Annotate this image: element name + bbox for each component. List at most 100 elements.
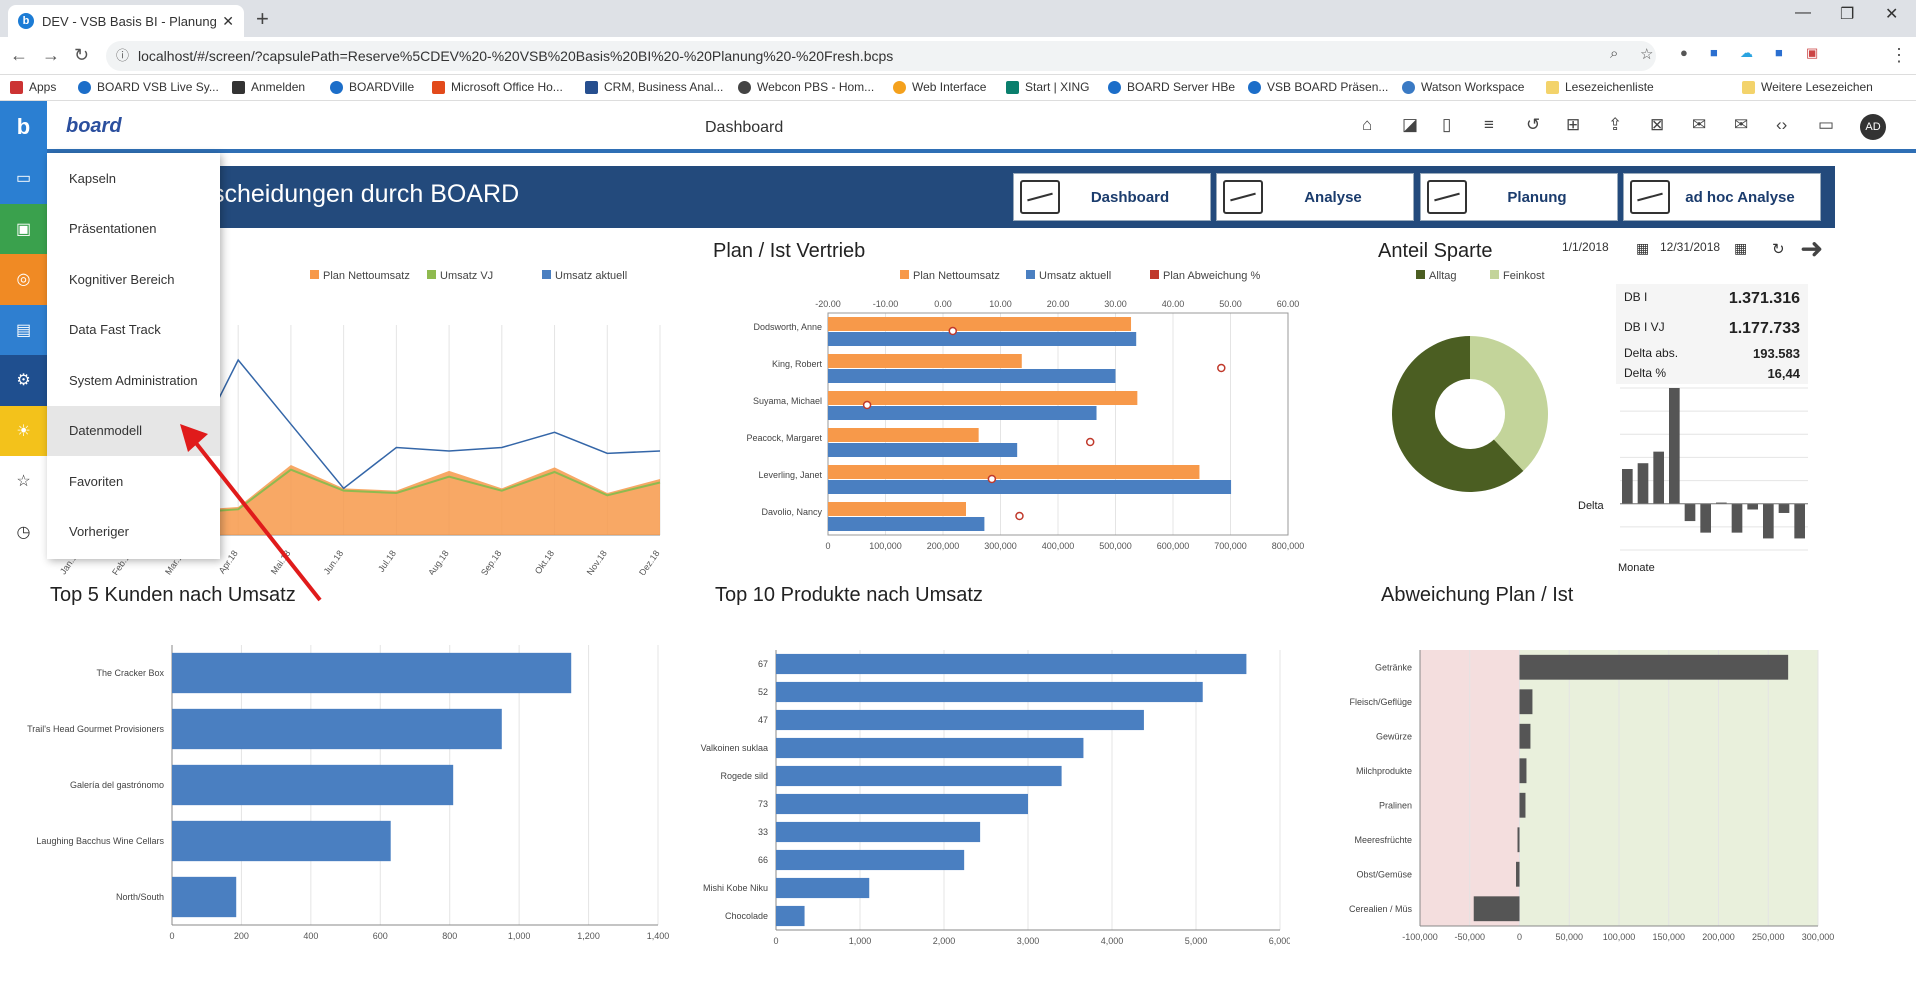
back-icon[interactable]: ← <box>10 45 28 65</box>
cloud-icon[interactable]: ☁ <box>1740 45 1753 60</box>
bookmark-item[interactable]: Web Interface <box>893 80 986 94</box>
app-logo-button[interactable]: b <box>0 101 47 153</box>
bookmark-item[interactable]: Microsoft Office Ho... <box>432 80 563 94</box>
bookmark-item[interactable]: Start | XING <box>1006 80 1089 94</box>
mail-icon[interactable]: ✉ <box>1692 115 1707 134</box>
menu-item-data-fast-track[interactable]: Data Fast Track <box>69 322 161 338</box>
share-icon[interactable]: ⇪ <box>1608 115 1623 134</box>
bar <box>776 849 965 871</box>
excel-icon[interactable]: ⊠ <box>1650 115 1665 134</box>
bookmark-item[interactable]: Anmelden <box>232 80 305 94</box>
bookmark-item[interactable]: CRM, Business Anal... <box>585 80 723 94</box>
bookmark-item[interactable]: Lesezeichenliste <box>1546 80 1654 94</box>
bar-plan <box>828 465 1200 479</box>
reload-icon[interactable]: ↻ <box>74 45 90 65</box>
y-tick-label: Getränke <box>1375 662 1412 672</box>
nav-tile-adhoc[interactable]: ad hoc Analyse <box>1623 173 1821 221</box>
panel-icon[interactable]: ▯ <box>1442 115 1452 134</box>
menu-item-system-administration[interactable]: System Administration <box>69 372 198 388</box>
nav-tile-dashboard[interactable]: Dashboard <box>1013 173 1211 221</box>
x-tick-label: 600 <box>373 931 388 941</box>
new-tab-button[interactable]: + <box>256 6 269 31</box>
sidebar-icon-6[interactable]: ☀ <box>0 405 47 456</box>
extension-icon[interactable]: ■ <box>1710 45 1718 60</box>
arrow-right-icon[interactable]: ➜ <box>1800 233 1824 264</box>
home-icon <box>232 80 245 94</box>
chart-icon[interactable]: ◪ <box>1402 115 1419 134</box>
annotation-arrow <box>180 424 322 602</box>
browser-menu-icon[interactable]: ⋮ <box>1890 45 1908 65</box>
plot-frame <box>827 312 1289 536</box>
menu-item-kognitiver-bereich[interactable]: Kognitiver Bereich <box>69 271 175 287</box>
maximize-icon[interactable]: ❐ <box>1840 6 1855 23</box>
menu-item-vorheriger[interactable]: Vorheriger <box>69 524 129 540</box>
bookmark-item[interactable]: Watson Workspace <box>1402 80 1524 94</box>
bookmark-item[interactable]: BOARD VSB Live Sy... <box>78 80 219 94</box>
x-tick-label: 800,000 <box>1272 541 1305 551</box>
kpi-row: Delta % 16,44 <box>1624 366 1800 381</box>
bar-aktuell <box>828 480 1232 494</box>
sidebar-icon-5[interactable]: ⚙ <box>0 355 47 406</box>
bar <box>776 821 981 843</box>
tick-label: Nov.18 <box>585 548 609 575</box>
bookmark-item[interactable]: Webcon PBS - Hom... <box>738 80 874 94</box>
bar <box>1473 896 1520 922</box>
sidebar-icon-3[interactable]: ◎ <box>0 254 47 305</box>
date-to[interactable]: 12/31/2018 <box>1660 240 1721 254</box>
menu-item-präsentationen[interactable]: Präsentationen <box>69 221 157 237</box>
kpi-row: Delta abs. 193.583 <box>1624 346 1800 361</box>
code-icon[interactable]: ‹› <box>1776 115 1788 134</box>
extension-icon[interactable]: ■ <box>1775 45 1783 60</box>
url-field[interactable]: ⓘ localhost/#/screen/?capsulePath=Reserv… <box>106 41 1656 71</box>
dot-abweichung <box>1085 437 1095 447</box>
zoom-icon[interactable]: ⌕ <box>1610 45 1619 62</box>
extension-icon[interactable]: ● <box>1680 45 1688 60</box>
forward-icon[interactable]: → <box>42 45 60 65</box>
globe-icon <box>738 80 751 94</box>
menu-item-favoriten[interactable]: Favoriten <box>69 473 124 489</box>
legend-swatch <box>1150 270 1159 279</box>
kpi-row: DB I VJ 1.177.733 <box>1624 320 1800 337</box>
info-icon[interactable]: ⓘ <box>116 48 130 63</box>
user-avatar[interactable]: AD <box>1860 114 1886 140</box>
bar <box>172 764 454 806</box>
delta-bar <box>1637 463 1649 504</box>
bar <box>776 877 870 899</box>
bookmark-item[interactable]: Weitere Lesezeichen <box>1742 80 1873 94</box>
star-icon[interactable]: ☆ <box>1640 46 1654 63</box>
minimize-icon[interactable]: — <box>1795 4 1811 21</box>
bookmark-apps[interactable]: Apps <box>10 80 56 94</box>
bookmark-item[interactable]: VSB BOARD Präsen... <box>1248 80 1388 94</box>
browser-tab[interactable]: b DEV - VSB Basis BI - Planung - Fr ✕ <box>8 5 244 37</box>
home-icon[interactable]: ⌂ <box>1362 115 1373 134</box>
y-tick-label: Chocolade <box>725 911 768 921</box>
close-window-icon[interactable]: ✕ <box>1885 6 1899 23</box>
page-title: Dashboard <box>705 119 784 136</box>
x-tick-label: 1,400 <box>647 931 670 941</box>
sidebar-icon-4[interactable]: ▤ <box>0 304 47 355</box>
sidebar-icon-1[interactable]: ▭ <box>0 153 47 204</box>
chat-icon[interactable]: ▭ <box>1818 115 1835 134</box>
bookmark-item[interactable]: BOARD Server HBe <box>1108 80 1235 94</box>
refresh-icon[interactable]: ↻ <box>1772 241 1785 258</box>
sidebar-icon-2[interactable]: ▣ <box>0 203 47 254</box>
bar <box>1519 723 1531 749</box>
board-icon <box>78 80 91 94</box>
layout-icon[interactable]: ≡ <box>1484 115 1494 134</box>
undo-icon[interactable]: ↺ <box>1526 115 1541 134</box>
y-tick-label: King, Robert <box>772 359 823 369</box>
menu-item-kapseln[interactable]: Kapseln <box>69 170 116 186</box>
mail-settings-icon[interactable]: ✉ <box>1734 115 1749 134</box>
x-tick-label: 700,000 <box>1214 541 1247 551</box>
star-icon[interactable]: ☆ <box>0 456 47 507</box>
calendar-icon[interactable]: ▦ <box>1734 240 1748 256</box>
calendar-icon[interactable]: ▦ <box>1636 240 1650 256</box>
pdf-icon[interactable]: ▣ <box>1806 45 1819 60</box>
history-icon[interactable]: ◷ <box>0 506 47 557</box>
bookmark-item[interactable]: BOARDVille <box>330 80 414 94</box>
nav-tile-analyse[interactable]: Analyse <box>1216 173 1414 221</box>
close-tab-icon[interactable]: ✕ <box>222 12 234 29</box>
date-from[interactable]: 1/1/2018 <box>1562 240 1609 254</box>
nav-tile-planung[interactable]: Planung <box>1420 173 1618 221</box>
present-icon[interactable]: ⊞ <box>1566 115 1581 134</box>
